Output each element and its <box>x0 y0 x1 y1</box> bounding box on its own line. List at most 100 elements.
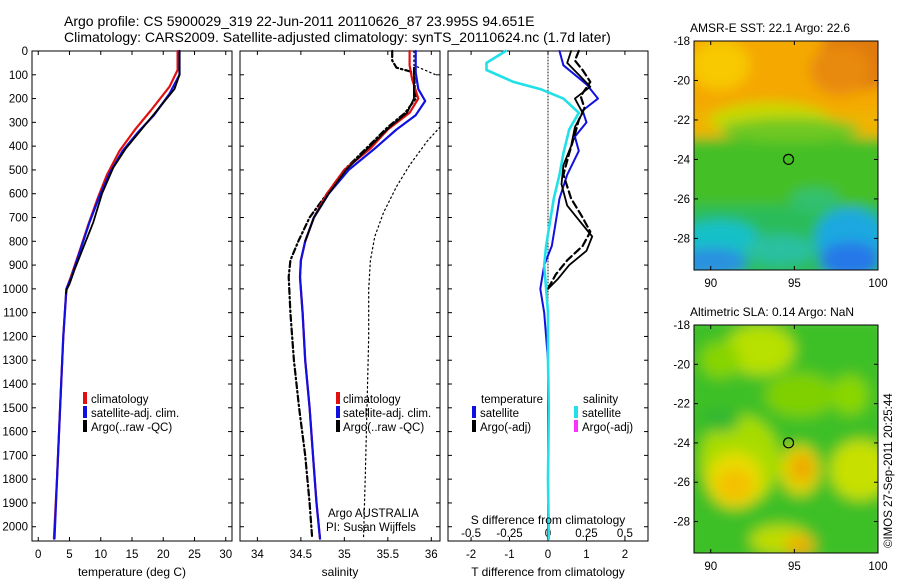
depth-tick-label: 1000 <box>2 284 28 296</box>
x-tick-label: 30 <box>219 549 232 561</box>
legend-swatch-satellite <box>336 406 340 418</box>
x-tick-label: 10 <box>94 549 107 561</box>
depth-tick-label: 600 <box>9 189 28 201</box>
map-lat-label: -20 <box>673 75 690 87</box>
map-lat-label: -24 <box>673 154 690 166</box>
salinity-series-clim_dot2 <box>362 126 441 540</box>
figure-title-line2: Climatology: CARS2009. Satellite-adjuste… <box>64 29 611 45</box>
map-lon-label: 95 <box>788 278 801 290</box>
sla-map-frame <box>693 324 879 554</box>
x-tick-label: 20 <box>157 549 170 561</box>
map-lon-label: 95 <box>788 561 801 573</box>
depth-tick-label: 700 <box>9 213 28 225</box>
s-tick-label: -0.25 <box>496 528 522 540</box>
sst-map-frame <box>693 40 879 271</box>
difference-series-s_sat <box>485 49 581 540</box>
salinity-panel: 34 34.5 35 35.5 36 <box>240 49 441 561</box>
x-tick-label: 15 <box>126 549 139 561</box>
map-lat-label: -18 <box>673 320 690 332</box>
x-tick-label: 36 <box>425 549 438 561</box>
salinity-series-clim_dot1 <box>413 50 437 76</box>
depth-tick-label: 1200 <box>2 331 28 343</box>
map-lat-label: -28 <box>673 233 690 245</box>
difference-legend: temperature salinity satellite Argo(-adj… <box>472 394 633 434</box>
legend-swatch-t-argo <box>472 420 476 432</box>
difference-series-t_argo <box>547 50 594 290</box>
legend-label-s-satellite: satellite <box>582 408 621 420</box>
depth-tick-label: 1400 <box>2 379 28 391</box>
x-tick-label: 35 <box>338 549 351 561</box>
legend-swatch-s-satellite <box>574 406 578 418</box>
legend-group-temperature: temperature <box>481 394 543 406</box>
depth-tick-label: 1600 <box>2 427 28 439</box>
temperature-panel-frame <box>31 50 233 542</box>
legend-label-argo: Argo(..raw -QC) <box>343 422 424 434</box>
x-tick-label: 5 <box>66 549 72 561</box>
depth-tick-label: 1300 <box>2 355 28 367</box>
legend-swatch-s-argo <box>574 420 578 432</box>
x-tick-label: 34.5 <box>290 549 312 561</box>
legend-label-climatology: climatology <box>343 394 401 406</box>
argo-program-note: Argo AUSTRALIA <box>328 508 419 520</box>
argo-pi-note: PI: Susan Wijffels <box>326 522 416 534</box>
x-tick-label: 25 <box>188 549 201 561</box>
argo-position-marker-sla <box>782 437 795 449</box>
depth-tick-label: 2000 <box>2 522 28 534</box>
legend-label-s-argo: Argo(-adj) <box>582 422 633 434</box>
temperature-panel: 0 5 10 15 20 25 300100200300400500600700800900… <box>2 46 232 561</box>
temperature-legend: climatology satellite-adj. clim. Argo(..… <box>83 392 179 434</box>
x-tick-label: 34 <box>251 549 264 561</box>
argo-position-marker-sst <box>782 153 795 165</box>
sla-map-title: Altimetric SLA: 0.14 Argo: NaN <box>690 305 854 319</box>
sla-map-axes: 90 95 100 -18 -20 -22 -24 -26 -28 <box>673 320 887 573</box>
depth-tick-label: 1900 <box>2 498 28 510</box>
imos-timestamp: ©IMOS 27-Sep-2011 20:25:44 <box>883 393 895 548</box>
salinity-panel-frame <box>239 50 441 542</box>
legend-swatch-climatology <box>83 392 87 404</box>
legend-label-climatology: climatology <box>91 394 149 406</box>
s-tick-label: -0.5 <box>461 528 481 540</box>
x-tick-label: 2 <box>622 549 628 561</box>
figure-title-line1: Argo profile: CS 5900029_319 22-Jun-2011… <box>64 13 534 29</box>
salinity-legend: climatology satellite-adj. clim. Argo(..… <box>326 392 431 534</box>
salinity-axis-label: salinity <box>322 565 359 579</box>
map-lon-label: 100 <box>868 561 887 573</box>
s-tick-label: 0.5 <box>617 528 633 540</box>
legend-swatch-climatology <box>336 392 340 404</box>
x-tick-label: 0 <box>545 549 551 561</box>
legend-swatch-argo <box>336 420 340 432</box>
legend-label-t-satellite: satellite <box>480 408 519 420</box>
legend-swatch-t-satellite <box>472 406 476 418</box>
s-tick-label: 0.25 <box>575 528 597 540</box>
map-lat-label: -24 <box>673 438 690 450</box>
depth-tick-label: 900 <box>9 260 28 272</box>
difference-panel: -2 -1 0 1 2-0.5 -0.25 0 0.25 0.5 <box>448 49 648 561</box>
temperature-axis-label: temperature (deg C) <box>78 565 186 579</box>
depth-tick-label: 1700 <box>2 450 28 462</box>
legend-label-satellite: satellite-adj. clim. <box>91 408 179 420</box>
map-lat-label: -26 <box>673 477 690 489</box>
map-lat-label: -28 <box>673 517 690 529</box>
sst-map-axes: 90 95 100 -18 -20 -22 -24 -26 -28 <box>673 36 887 290</box>
depth-tick-label: 400 <box>9 141 28 153</box>
depth-tick-label: 1100 <box>3 308 28 320</box>
legend-label-t-argo: Argo(-adj) <box>480 422 531 434</box>
legend-swatch-argo <box>83 420 87 432</box>
difference-series-t_argo_dash <box>546 49 592 290</box>
depth-tick-label: 1500 <box>2 403 28 415</box>
x-tick-label: 1 <box>583 549 589 561</box>
depth-tick-label: 100 <box>9 70 28 82</box>
x-tick-label: 0 <box>35 549 41 561</box>
sst-map: AMSR-E SST: 22.1 Argo: 22.6 <box>673 21 887 290</box>
map-lon-label: 100 <box>868 278 887 290</box>
map-lat-label: -22 <box>673 115 690 127</box>
map-lon-label: 90 <box>704 278 717 290</box>
legend-group-salinity: salinity <box>583 394 618 406</box>
sst-field <box>694 41 878 270</box>
x-tick-label: -1 <box>504 549 514 561</box>
sla-map: Altimetric SLA: 0.14 Argo: NaN 90 95 1 <box>673 305 887 573</box>
depth-tick-label: 800 <box>9 236 28 248</box>
map-lon-label: 90 <box>704 561 717 573</box>
s-difference-axis-label: S difference from climatology <box>471 513 626 527</box>
